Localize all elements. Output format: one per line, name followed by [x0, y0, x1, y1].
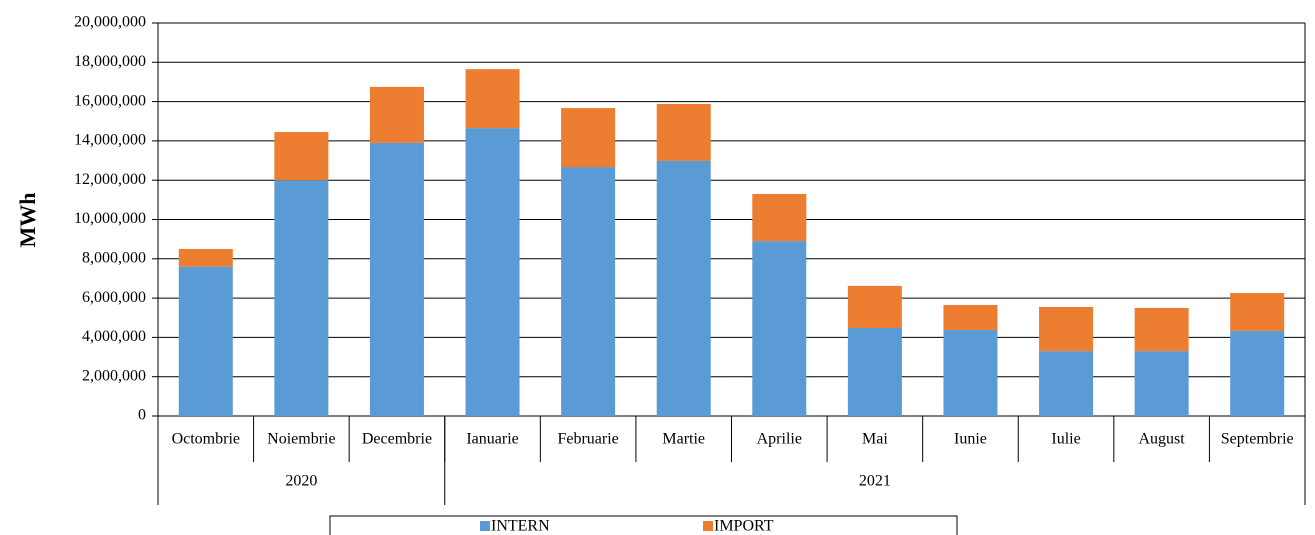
- bar-segment: [847, 327, 902, 416]
- bar-segment: [1134, 307, 1189, 352]
- bar-segment: [656, 103, 711, 161]
- x-tick-label: Iunie: [954, 431, 987, 448]
- y-tick-label: 16,000,000: [74, 92, 146, 109]
- bar-segment: [1134, 351, 1189, 416]
- y-tick-label: 20,000,000: [74, 14, 146, 31]
- bar-segment: [369, 86, 424, 143]
- group-label: 2021: [859, 473, 891, 490]
- y-tick-label: 8,000,000: [82, 249, 146, 266]
- bar-segment: [274, 132, 329, 181]
- y-tick-label: 4,000,000: [82, 328, 146, 345]
- y-axis-label: MWh: [15, 193, 40, 248]
- bar-segment: [465, 128, 520, 416]
- bar-segment: [847, 285, 902, 328]
- bar-segment: [752, 241, 807, 416]
- x-tick-label: Noiembrie: [267, 431, 335, 448]
- x-tick-label: Aprilie: [757, 431, 802, 448]
- x-tick-label: Martie: [662, 431, 705, 448]
- y-tick-label: 2,000,000: [82, 367, 146, 384]
- bar-segment: [1039, 306, 1094, 352]
- x-tick-label: Iulie: [1051, 431, 1080, 448]
- y-tick-label: 6,000,000: [82, 289, 146, 306]
- bar-segment: [656, 160, 711, 416]
- legend-label: IMPORT: [714, 518, 774, 535]
- bar-segment: [1039, 351, 1094, 416]
- bar-segment: [465, 69, 520, 129]
- bar-segment: [752, 193, 807, 242]
- bar-segment: [369, 142, 424, 417]
- x-tick-label: Octombrie: [172, 431, 240, 448]
- y-tick-label: 18,000,000: [74, 53, 146, 70]
- group-label: 2020: [285, 473, 317, 490]
- bar-segment: [178, 266, 233, 416]
- bar-segment: [1230, 330, 1285, 416]
- legend-swatch: [480, 521, 490, 531]
- x-tick-label: Decembrie: [362, 431, 432, 448]
- x-tick-label: Ianuarie: [466, 431, 518, 448]
- legend-box: [329, 515, 958, 535]
- x-tick-label: Mai: [862, 431, 888, 448]
- x-tick-label: Februarie: [557, 431, 618, 448]
- y-tick-label: 0: [138, 407, 146, 424]
- y-tick-label: 10,000,000: [74, 210, 146, 227]
- bar-segment: [943, 329, 998, 416]
- bar-segment: [178, 248, 233, 267]
- y-tick-label: 12,000,000: [74, 171, 146, 188]
- legend-swatch: [703, 521, 713, 531]
- bar-segment: [274, 180, 329, 416]
- y-tick-label: 14,000,000: [74, 132, 146, 149]
- bar-segment: [561, 167, 616, 416]
- legend-label: INTERN: [491, 518, 550, 535]
- x-tick-label: August: [1139, 431, 1186, 448]
- bar-segment: [943, 304, 998, 330]
- bar-segment: [561, 108, 616, 168]
- bar-segment: [1230, 292, 1285, 331]
- x-tick-label: Septembrie: [1221, 431, 1294, 448]
